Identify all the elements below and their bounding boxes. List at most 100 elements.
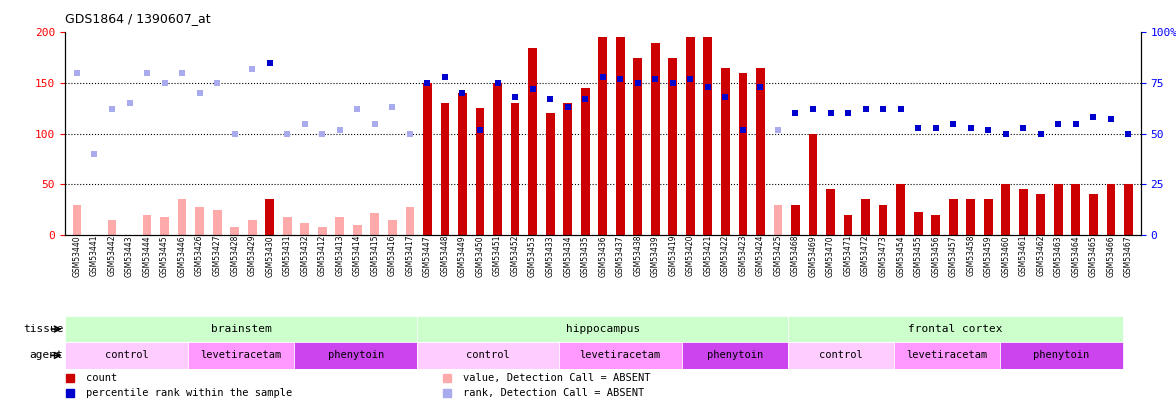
Text: frontal cortex: frontal cortex [908, 324, 1003, 334]
Bar [528, 47, 537, 235]
Text: GSM53448: GSM53448 [441, 235, 449, 276]
Text: GSM53471: GSM53471 [843, 235, 853, 276]
Text: GSM53424: GSM53424 [756, 235, 764, 276]
Bar [791, 205, 800, 235]
Bar [599, 37, 607, 235]
Text: GSM53457: GSM53457 [949, 235, 957, 277]
Text: GSM53470: GSM53470 [826, 235, 835, 277]
Text: GSM53413: GSM53413 [335, 235, 345, 276]
Text: GSM53419: GSM53419 [668, 235, 677, 276]
Text: phenytoin: phenytoin [1034, 350, 1089, 360]
Text: GSM53426: GSM53426 [195, 235, 205, 276]
Text: GSM53450: GSM53450 [475, 235, 485, 277]
Bar [878, 205, 888, 235]
Bar [353, 225, 362, 235]
Text: GSM53427: GSM53427 [213, 235, 221, 276]
Text: GSM53455: GSM53455 [914, 235, 923, 277]
Bar [459, 93, 467, 235]
Text: GSM53439: GSM53439 [650, 235, 660, 277]
Text: GSM53459: GSM53459 [984, 235, 993, 277]
Bar [949, 200, 957, 235]
Bar [213, 210, 221, 235]
Text: count: count [86, 373, 118, 383]
Bar [861, 200, 870, 235]
FancyBboxPatch shape [65, 342, 188, 369]
Bar [967, 200, 975, 235]
Bar [73, 205, 81, 235]
FancyBboxPatch shape [1000, 342, 1123, 369]
Text: GSM53447: GSM53447 [423, 235, 432, 277]
Text: GSM53460: GSM53460 [1001, 235, 1010, 277]
Text: GSM53435: GSM53435 [581, 235, 589, 277]
Text: GSM53452: GSM53452 [510, 235, 520, 276]
Text: phenytoin: phenytoin [707, 350, 763, 360]
Bar [1002, 184, 1010, 235]
Bar [914, 211, 922, 235]
Text: GSM53444: GSM53444 [142, 235, 152, 277]
Text: GSM53449: GSM53449 [457, 235, 467, 277]
Text: GSM53429: GSM53429 [248, 235, 256, 276]
Bar [1071, 184, 1081, 235]
Text: phenytoin: phenytoin [328, 350, 383, 360]
FancyBboxPatch shape [788, 316, 1123, 342]
Text: GSM53416: GSM53416 [388, 235, 396, 276]
FancyBboxPatch shape [682, 342, 788, 369]
Bar [318, 227, 327, 235]
Bar [1107, 184, 1115, 235]
Bar [178, 200, 187, 235]
Text: GSM53466: GSM53466 [1107, 235, 1115, 277]
Bar [388, 220, 396, 235]
Text: levetiracetam: levetiracetam [200, 350, 282, 360]
FancyBboxPatch shape [559, 342, 682, 369]
Text: GSM53443: GSM53443 [125, 235, 134, 277]
Text: GSM53456: GSM53456 [931, 235, 940, 277]
Bar [931, 215, 940, 235]
Bar [370, 213, 379, 235]
Text: GSM53468: GSM53468 [791, 235, 800, 276]
Bar [493, 83, 502, 235]
Bar [335, 217, 345, 235]
Bar [774, 205, 782, 235]
Text: GSM53445: GSM53445 [160, 235, 169, 277]
Text: GSM53415: GSM53415 [370, 235, 380, 276]
Bar [406, 207, 414, 235]
FancyBboxPatch shape [65, 316, 417, 342]
Text: rank, Detection Call = ABSENT: rank, Detection Call = ABSENT [463, 388, 644, 399]
Bar [300, 223, 309, 235]
Bar [634, 58, 642, 235]
Text: GSM53472: GSM53472 [861, 235, 870, 276]
Text: GSM53473: GSM53473 [878, 235, 888, 277]
Text: value, Detection Call = ABSENT: value, Detection Call = ABSENT [463, 373, 650, 383]
Text: GSM53442: GSM53442 [107, 235, 116, 276]
Text: GSM53428: GSM53428 [230, 235, 239, 276]
Text: GSM53458: GSM53458 [967, 235, 975, 276]
Text: GSM53467: GSM53467 [1124, 235, 1132, 277]
Text: GSM53432: GSM53432 [300, 235, 309, 276]
Text: hippocampus: hippocampus [566, 324, 640, 334]
Bar [475, 108, 485, 235]
Text: GSM53414: GSM53414 [353, 235, 362, 276]
Bar [108, 220, 116, 235]
Bar [668, 58, 677, 235]
Bar [739, 73, 747, 235]
FancyBboxPatch shape [788, 342, 894, 369]
Bar [1018, 190, 1028, 235]
FancyBboxPatch shape [188, 342, 294, 369]
Text: GSM53437: GSM53437 [616, 235, 624, 277]
Text: GSM53434: GSM53434 [563, 235, 573, 277]
Text: GSM53465: GSM53465 [1089, 235, 1098, 277]
Text: GSM53436: GSM53436 [599, 235, 607, 277]
Bar [616, 37, 624, 235]
Text: GSM53464: GSM53464 [1071, 235, 1081, 277]
Text: GSM53440: GSM53440 [73, 235, 81, 277]
Text: control: control [818, 350, 863, 360]
Bar [896, 184, 906, 235]
Text: GSM53412: GSM53412 [318, 235, 327, 276]
Text: brainstem: brainstem [211, 324, 272, 334]
Text: GSM53422: GSM53422 [721, 235, 730, 276]
Bar [423, 83, 432, 235]
FancyBboxPatch shape [417, 342, 559, 369]
Text: GSM53462: GSM53462 [1036, 235, 1045, 276]
Bar [721, 68, 730, 235]
Text: percentile rank within the sample: percentile rank within the sample [86, 388, 293, 399]
